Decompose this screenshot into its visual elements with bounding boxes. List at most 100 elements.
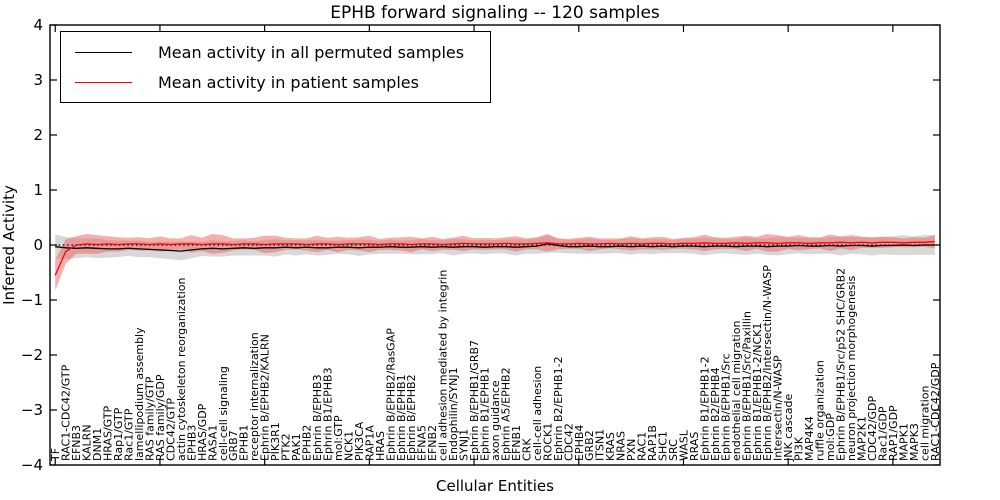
x-tick-label: ITSN1	[594, 429, 607, 461]
x-tick-label: Ephrin B1/EPHB1-2/NCK1	[751, 323, 764, 461]
x-tick-label: SRC	[667, 439, 680, 461]
y-tick-labels: 4 3 2 1 0 −1 −2 −3 −4	[21, 16, 43, 474]
x-tick-label: JNK cascade	[782, 394, 795, 462]
x-tick-label: Endophilin/SYNJ1	[447, 367, 460, 461]
x-tick-label: DNM1	[91, 428, 104, 461]
x-tick-label: EFNA5	[416, 425, 429, 461]
x-tick-label: ruffle organization	[814, 360, 827, 461]
x-tick-label: Ephrin B/EPHB1/Src	[719, 353, 732, 461]
x-tick-label: HRAS	[374, 431, 387, 461]
y-tick-label: −2	[21, 346, 43, 364]
x-tick-label: Rac1/GDP	[876, 406, 889, 461]
x-tick-label: CDC42/GTP	[164, 398, 177, 461]
mean-lines	[50, 241, 940, 276]
x-tick-label: RAS family/GDP	[154, 374, 167, 461]
x-tick-label: neuron projection morphogenesis	[845, 275, 858, 461]
x-tick-label: RASA1	[206, 425, 219, 461]
x-tick-label: ROCK1	[541, 423, 554, 461]
y-tick-label: 3	[33, 71, 43, 89]
permuted-line-swatch	[75, 51, 132, 53]
y-tick-label: −4	[21, 456, 43, 474]
x-tick-label: PAK1	[290, 433, 303, 461]
x-tick-label: mol:GTP	[332, 415, 345, 461]
legend-row-permuted: Mean activity in all permuted samples	[75, 41, 464, 63]
x-tick-label: KRAS	[604, 432, 617, 461]
x-tick-label: axon guidance	[489, 380, 502, 461]
x-tick-label: cell-cell signaling	[217, 366, 230, 461]
x-tick-label: CRK	[520, 438, 533, 461]
x-tick-label: Ephrin B2/EPHB4	[709, 367, 722, 461]
y-tick-label: −1	[21, 291, 43, 309]
x-tick-labels: TFRAC1-CDC42/GTPEFNB3KALRNDNM1HRAS/GTPRa…	[49, 265, 942, 462]
y-tick-label: 0	[33, 236, 43, 254]
x-tick-label: receptor internalization	[248, 332, 261, 461]
y-tick-label: 4	[33, 16, 43, 34]
x-tick-label: CDC42	[562, 423, 575, 461]
x-tick-label: Rac1/GTP	[123, 408, 136, 461]
x-tick-label: PIK3R1	[269, 422, 282, 461]
x-tick-label: EFNB1	[510, 425, 523, 461]
x-tick-label: MAP4K4	[803, 416, 816, 461]
x-tick-label: KALRN	[81, 424, 94, 461]
x-tick-label: cell migration	[918, 385, 931, 461]
x-tick-label: endothelial cell migration	[730, 321, 743, 461]
x-tick-label: cell adhesion mediated by integrin	[437, 270, 450, 461]
x-tick-label: RAC1	[636, 432, 649, 461]
x-axis-label: Cellular Entities	[436, 477, 554, 495]
y-tick-label: 2	[33, 126, 43, 144]
x-tick-label: EPHB3	[185, 425, 198, 461]
x-tick-label: Ephrin B1/EPHB1	[479, 367, 492, 461]
x-tick-label: WASL	[678, 429, 691, 461]
x-tick-label: HRAS/GDP	[196, 403, 209, 461]
x-tick-label: Ephrin B1/EPHB1-2	[698, 356, 711, 461]
x-tick-label: Ephrin B1/EPHB3	[322, 367, 335, 461]
legend: Mean activity in all permuted samples Me…	[60, 31, 492, 103]
patient-mean-line	[54, 241, 935, 276]
x-tick-label: EFNB3	[70, 425, 83, 461]
chart-title: EPHB forward signaling -- 120 samples	[330, 3, 660, 23]
x-tick-label: NRAS	[615, 431, 628, 461]
x-tick-label: cell-cell adhesion	[531, 366, 544, 461]
x-tick-label: EPHB4	[573, 425, 586, 461]
permuted-mean-line	[55, 243, 935, 252]
x-tick-label: CDC42/GDP	[866, 395, 879, 461]
x-tick-label: MAPK3	[908, 423, 921, 461]
x-tick-label: Ephrin B/EPHB2	[405, 374, 418, 461]
x-tick-label: MAPK1	[897, 423, 910, 461]
x-tick-label: PXN	[625, 439, 638, 461]
x-tick-label: EPHB2	[301, 425, 314, 461]
x-tick-label: RAC1-CDC42/GDP	[929, 362, 942, 461]
x-tick-label: EFNB2	[426, 425, 439, 461]
x-tick-label: Ephrin B/EPHB3	[311, 374, 324, 461]
x-tick-label: RAC1-CDC42/GTP	[60, 364, 73, 461]
x-tick-label: Ephrin B/EPHB1/Src/Paxillin	[740, 311, 753, 461]
x-tick-label: lamellipodium assembly	[133, 327, 146, 461]
x-tick-label: Ephrin B/EPHB2/Intersectin/N-WASP	[761, 265, 774, 461]
x-tick-label: GRB2	[583, 430, 596, 461]
y-tick-label: 1	[33, 181, 43, 199]
x-tick-label: NCK1	[342, 431, 355, 461]
x-tick-label: SHC1	[657, 431, 670, 461]
legend-label-patient: Mean activity in patient samples	[158, 72, 419, 92]
x-tick-label: Ephrin B/EPHB1/GRB7	[468, 340, 481, 461]
x-tick-label: TF	[49, 448, 62, 462]
x-tick-label: Ephrin A5/EPHB2	[500, 367, 513, 461]
plot-frame	[49, 24, 941, 466]
x-tick-label: GRB7	[227, 430, 240, 461]
x-tick-label: EPHB1	[238, 425, 251, 461]
x-tick-label: Intersectin/N-WASP	[772, 355, 785, 461]
x-tick-label: mol:GDP	[824, 413, 837, 461]
x-tick-label: Ephrin B/EPHB1/Src/p52 SHC/GRB2	[835, 268, 848, 461]
y-axis-label: Inferred Activity	[0, 185, 18, 305]
x-tick-label: RAP1B	[646, 425, 659, 461]
x-tick-label: MAP2K1	[856, 416, 869, 461]
x-tick-label: Ephrin B/EPHB2/RasGAP	[384, 328, 397, 461]
x-tick-label: PIK3CA	[353, 421, 366, 461]
x-tick-label: Rap1/GTP	[112, 407, 125, 461]
x-tick-label: RAP1A	[363, 425, 376, 461]
x-tick-label: PTK2	[280, 433, 293, 461]
x-tick-label: HRAS/GTP	[102, 405, 115, 461]
x-tick-label: RAS family/GTP	[144, 376, 157, 461]
